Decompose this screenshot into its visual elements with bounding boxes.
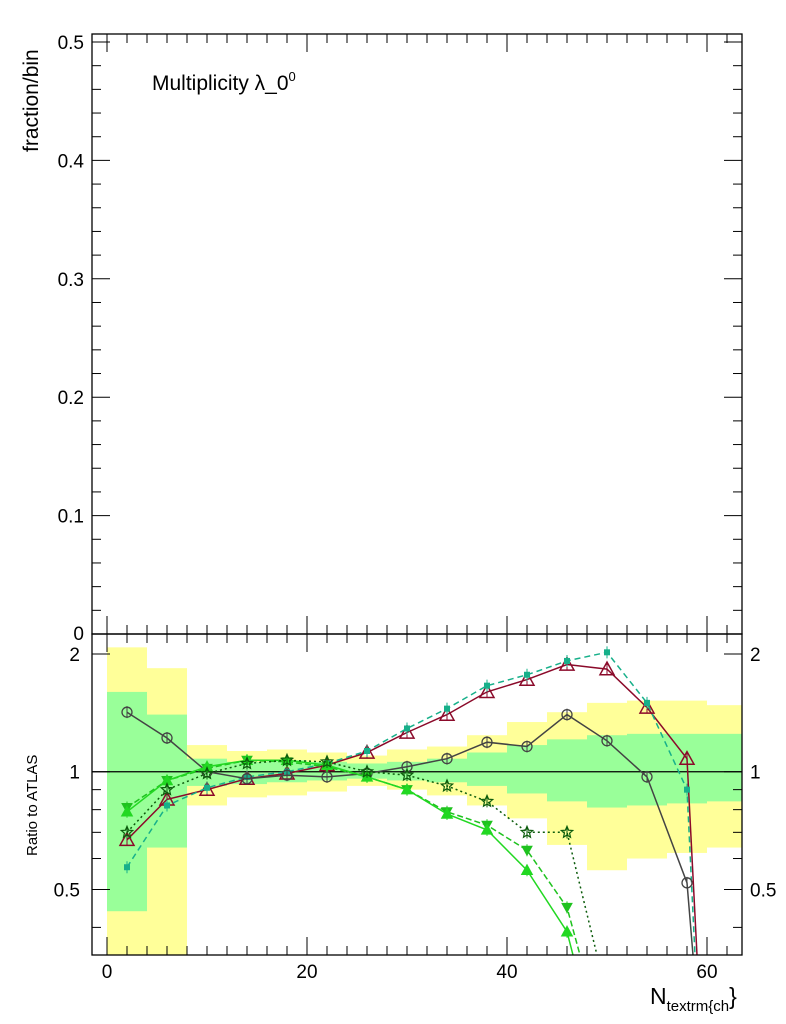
data-point-bright-green-triangles [440,807,454,819]
data-point-dark-green-stars [519,824,535,839]
series-line-dark-red-triangles [126,663,698,955]
ratio-y-tick-label-left: 2 [69,645,80,666]
data-point-dark-red-triangles [518,671,536,686]
data-point-bright-green-triangles [560,925,574,937]
series-line-teal-squares [126,651,696,955]
data-point-bright-green-triangles [480,823,494,835]
data-point-grey-circles [161,732,173,744]
data-point-grey-circles [441,753,453,765]
plot-annotation: Multiplicity λ_00 [152,69,296,95]
x-tick-label: 0 [102,962,113,983]
ratio-y-tick-label-left: 1 [69,763,80,784]
main-y-tick-label: 0.2 [58,388,84,409]
green-band-bin [627,733,667,806]
green-band-bin [547,739,587,802]
x-tick-label: 40 [496,962,517,983]
data-point-dark-red-triangles [358,743,376,759]
data-point-teal-squares [564,657,570,664]
data-point-grey-circles [521,740,533,753]
data-point-dark-red-triangles [118,831,136,847]
data-point-grey-circles [561,708,573,721]
data-point-grey-circles [681,877,693,889]
series-teal-squares [124,646,696,955]
x-tick-label: 60 [696,962,717,983]
ratio-series [118,646,698,955]
data-point-dark-green-stars [359,764,375,778]
main-panel: 0.1 0.2 0.3 0.4 0.5 0 fraction/bin Multiplici… [20,33,743,645]
ratio-panel-frame [91,633,743,956]
green-band-bin [427,758,467,783]
main-y-tick-label: 0.5 [58,33,84,54]
ratio-panel: 0.5 0.51 12 20 20 40 60 Ratio to ATLAS Ntextrm… [24,633,776,1015]
data-point-teal-squares [684,786,690,793]
ratio-y-tick-label-right: 0.5 [750,880,776,901]
green-band-bin [507,745,547,794]
data-point-dark-green-stars [279,752,295,767]
data-point-dark-green-stars [399,767,415,782]
ratio-panel-ticks: 0.5 0.51 12 20 20 40 60 [54,634,776,983]
ratio-y-tick-label-right: 1 [750,763,761,784]
data-point-dark-green-stars [159,782,175,796]
data-point-grey-circles [121,706,133,718]
data-point-dark-green-stars [559,824,575,839]
ratio-y-axis-label: Ratio to ATLAS [24,755,41,856]
main-y-tick-label: 0.4 [58,151,85,172]
data-point-teal-squares [444,705,450,712]
data-point-dark-green-stars [199,765,215,780]
x-axis-label: Ntextrm{ch} [650,983,737,1015]
series-dark-green-stars [119,752,598,955]
data-point-dark-red-triangles [678,750,696,766]
series-line-grey-circles [126,711,694,955]
data-point-dark-red-triangles [478,683,496,699]
data-point-dark-green-stars [479,793,495,808]
green-band-bin [467,752,507,786]
data-point-teal-squares [404,725,410,732]
main-y-tick-label: 0.3 [58,270,84,291]
data-point-teal-squares [524,671,530,678]
main-y-tick-label: 0.1 [58,507,84,528]
data-point-bright-green-triangles [120,805,134,817]
data-point-teal-squares [364,747,370,754]
x-tick-label: 20 [296,962,317,983]
data-point-grey-circles [481,736,493,748]
data-point-dark-red-triangles [438,706,456,721]
data-point-grey-circles [641,771,653,783]
ratio-y-tick-label-right: 2 [750,645,761,666]
main-panel-ticks: 0.1 0.2 0.3 0.4 0.5 0 [58,33,742,645]
data-point-bright-green-triangles [520,863,534,875]
data-point-dark-red-triangles [398,723,416,739]
data-point-dark-red-triangles [598,660,616,676]
data-point-teal-squares [204,784,210,791]
data-point-grey-circles [281,769,293,781]
data-point-teal-squares [124,864,130,871]
ratio-y-tick-label-left: 0.5 [54,880,80,901]
data-point-dark-green-stars [319,754,335,768]
data-point-bright-green-triangles [400,783,414,795]
main-y-axis-label: fraction/bin [20,49,43,152]
data-point-dark-red-triangles [638,698,656,714]
data-point-grey-circles [241,773,253,785]
data-point-dark-green-stars [239,755,255,770]
data-point-teal-squares [484,682,490,689]
data-point-dark-green-stars [119,824,135,839]
data-point-teal-squares [604,649,610,656]
data-point-dark-red-triangles [558,655,576,671]
data-point-teal-squares [644,699,650,706]
data-point-grey-circles [601,735,613,747]
data-point-teal-squares [164,802,170,809]
data-point-dark-green-stars [439,778,455,793]
main-y-tick-label-zero: 0 [73,624,84,645]
data-point-green-down-triangles [521,845,533,857]
data-point-green-down-triangles [561,902,573,914]
green-band-bin [707,733,742,802]
main-panel-frame [91,33,743,635]
